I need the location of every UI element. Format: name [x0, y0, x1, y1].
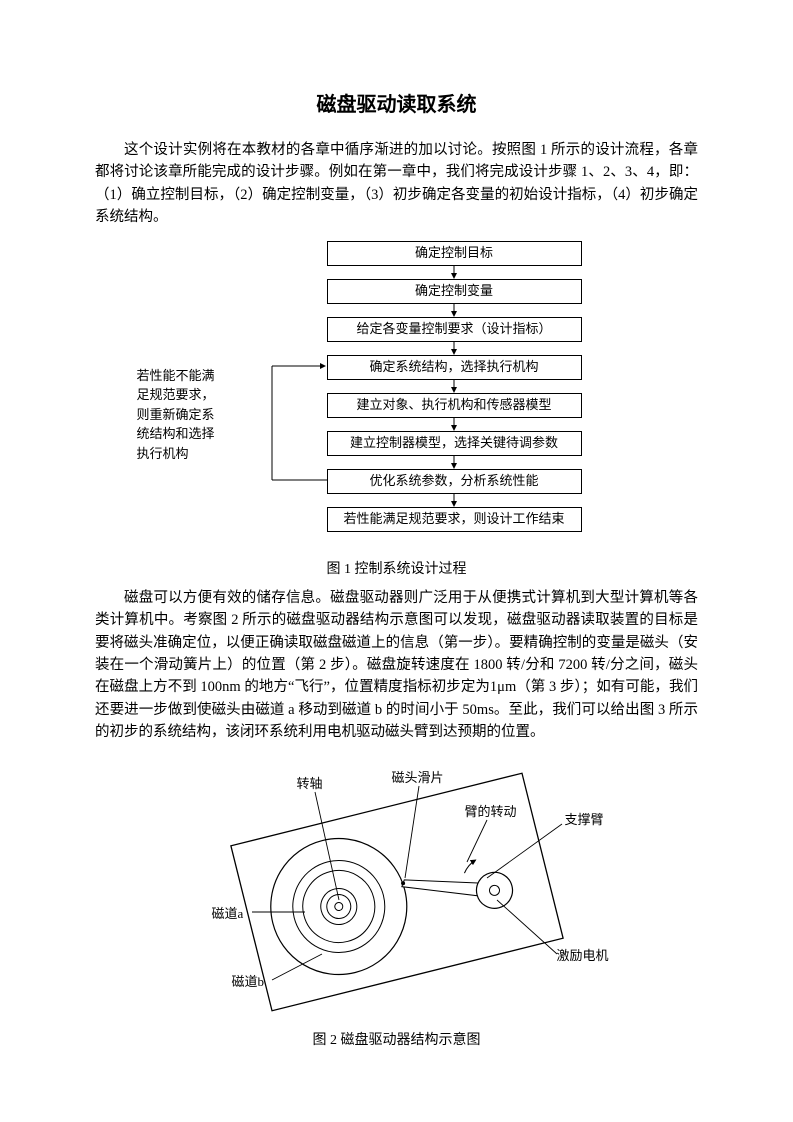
label-actuator-motor: 激励电机: [557, 946, 609, 966]
flow-box-5: 建立对象、执行机构和传感器模型: [327, 393, 582, 418]
disk-drive-svg: [157, 762, 637, 1022]
label-track-a: 磁道a: [212, 904, 244, 924]
flow-box-3: 给定各变量控制要求（设计指标）: [327, 317, 582, 342]
flow-box-1: 确定控制目标: [327, 241, 582, 266]
flow-box-8: 若性能满足规范要求，则设计工作结束: [327, 507, 582, 532]
flow-box-7: 优化系统参数，分析系统性能: [327, 469, 582, 494]
label-support-arm: 支撑臂: [565, 810, 604, 830]
label-arm-rotation: 臂的转动: [465, 802, 517, 822]
flowchart-feedback-label: 若性能不能满足规范要求，则重新确定系统结构和选择执行机构: [137, 366, 227, 464]
figure-1-flowchart: 确定控制目标 确定控制变量 给定各变量控制要求（设计指标） 确定系统结构，选择执…: [157, 241, 637, 551]
label-spindle: 转轴: [297, 774, 323, 794]
figure-1-caption: 图 1 控制系统设计过程: [95, 559, 698, 581]
flow-box-6: 建立控制器模型，选择关键待调参数: [327, 431, 582, 456]
page-title: 磁盘驱动读取系统: [95, 90, 698, 121]
flow-box-4: 确定系统结构，选择执行机构: [327, 355, 582, 380]
intro-paragraph: 这个设计实例将在本教材的各章中循序渐进的加以讨论。按照图 1 所示的设计流程，各…: [95, 139, 698, 229]
figure-2-caption: 图 2 磁盘驱动器结构示意图: [95, 1030, 698, 1052]
label-head-slider: 磁头滑片: [392, 768, 444, 788]
body-paragraph: 磁盘可以方便有效的储存信息。磁盘驱动器则广泛用于从便携式计算机到大型计算机等各类…: [95, 587, 698, 744]
flow-box-2: 确定控制变量: [327, 279, 582, 304]
figure-2-diagram: 转轴 磁头滑片 臂的转动 支撑臂 磁道a 激励电机 磁道b: [157, 762, 637, 1022]
label-track-b: 磁道b: [232, 972, 265, 992]
